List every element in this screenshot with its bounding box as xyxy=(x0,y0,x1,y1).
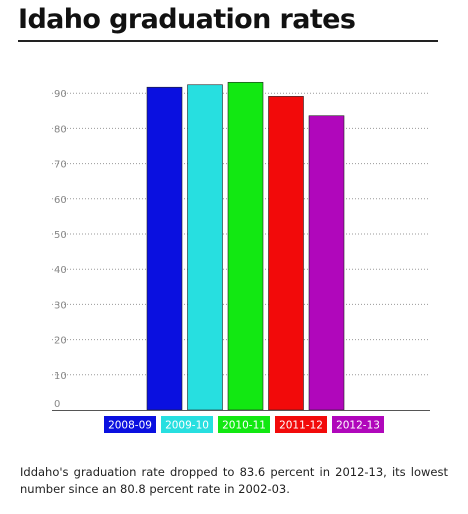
bar xyxy=(187,84,223,411)
legend-label: 2010-11 xyxy=(222,420,266,432)
y-tick-label: 10 xyxy=(54,371,67,382)
legend-label: 2012-13 xyxy=(336,420,380,432)
legend-swatch xyxy=(275,416,327,433)
y-tick-label: 40 xyxy=(54,265,67,276)
legend-swatch xyxy=(218,416,270,433)
bar xyxy=(227,81,264,411)
legend-swatch xyxy=(104,416,156,433)
bar-chart: 0 10 20 30 40 50 60 70 80 90 2008-09 2009-10 2010-11… xyxy=(52,81,430,433)
chart-caption: Iddaho's graduation rate dropped to 83.6… xyxy=(20,465,448,496)
y-tick-label: 20 xyxy=(54,336,67,347)
legend-swatch xyxy=(332,416,384,433)
bar xyxy=(146,86,183,411)
legend-label: 2008-09 xyxy=(108,420,152,432)
y-tick-label: 50 xyxy=(54,230,67,241)
legend-label: 2009-10 xyxy=(165,420,209,432)
y-tick-label: 80 xyxy=(54,124,67,135)
y-tick-label: 70 xyxy=(54,160,67,171)
y-tick-label: 60 xyxy=(54,195,67,206)
bar xyxy=(268,96,304,411)
legend-swatch xyxy=(161,416,213,433)
legend-label: 2011-12 xyxy=(279,420,323,432)
bar xyxy=(308,115,345,411)
y-tick-label: 0 xyxy=(54,399,60,410)
y-tick-label: 30 xyxy=(54,300,67,311)
y-tick-label: 90 xyxy=(54,89,67,100)
title-divider xyxy=(18,40,438,42)
chart-title: Idaho graduation rates xyxy=(18,4,356,35)
